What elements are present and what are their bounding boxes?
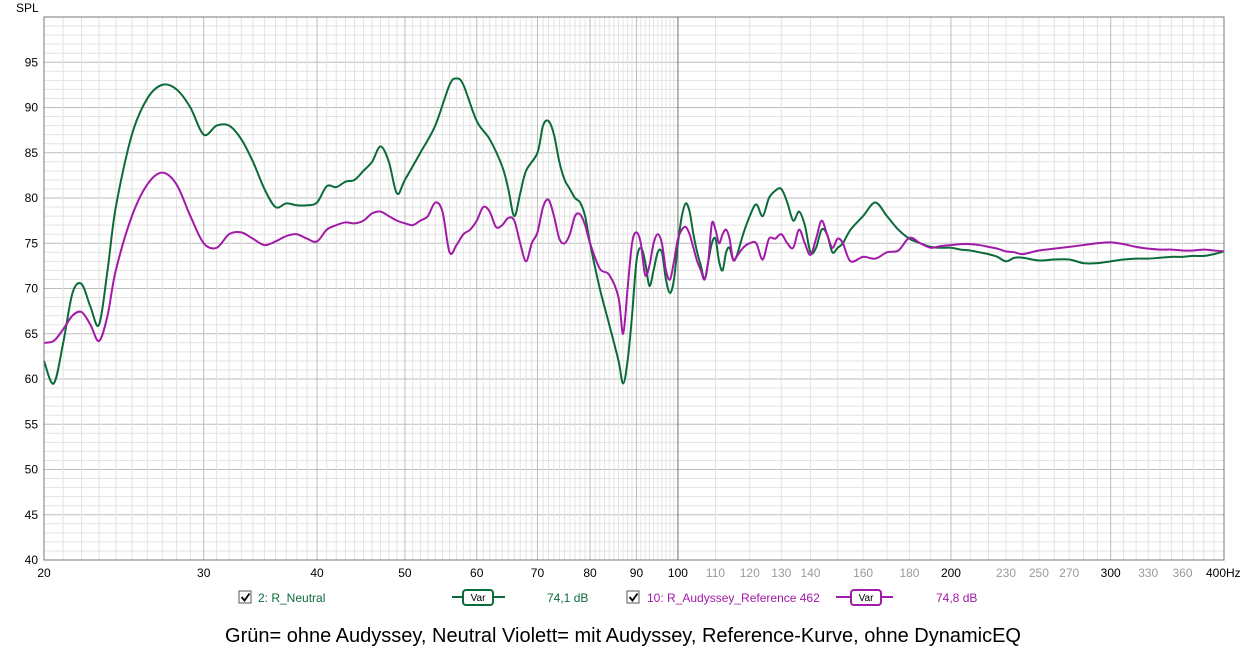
- x-tick-label: 60: [470, 566, 484, 580]
- legend: 2: R_Neutral Var 74,1 dB 10: R_Audyssey_…: [238, 589, 977, 606]
- series-line-2: [43, 171, 1225, 344]
- legend-var-label-1: Var: [471, 593, 486, 604]
- y-tick-label: 45: [25, 508, 39, 522]
- plot-frame: [43, 16, 1225, 561]
- y-axis-label: SPL: [16, 1, 39, 15]
- x-tick-label: 110: [706, 566, 725, 580]
- x-tick-label: 300: [1101, 566, 1121, 580]
- y-tick-label: 85: [25, 146, 39, 160]
- y-tick-label: 75: [25, 236, 39, 250]
- series-line-1: [43, 77, 1225, 385]
- y-axis: 40 45 50 55 60 65 70 75 80 85 90 95: [25, 55, 39, 567]
- legend-name-2: 10: R_Audyssey_Reference 462: [647, 591, 820, 605]
- legend-name-1: 2: R_Neutral: [258, 591, 325, 605]
- legend-var-button-2[interactable]: [850, 589, 882, 606]
- y-tick-label: 80: [25, 191, 39, 205]
- x-tick-label: 160: [853, 566, 873, 580]
- x-tick-label: 270: [1059, 566, 1079, 580]
- legend-var-label-2: Var: [859, 593, 874, 604]
- y-tick-label: 40: [25, 553, 39, 567]
- x-tick-label: 230: [996, 566, 1016, 580]
- x-tick-label: 20: [37, 566, 51, 580]
- x-tick-label: 130: [771, 566, 791, 580]
- legend-item-2[interactable]: 10: R_Audyssey_Reference 462 Var 74,8 dB: [626, 589, 977, 606]
- x-tick-label: 30: [197, 566, 211, 580]
- x-axis-unit: Hz: [1226, 566, 1241, 580]
- caption: Grün= ohne Audyssey, Neutral Violett= mi…: [225, 625, 1021, 647]
- y-tick-label: 70: [25, 282, 39, 296]
- legend-value-2: 74,8 dB: [936, 591, 977, 605]
- grid: [44, 17, 1224, 560]
- check-icon: [628, 592, 639, 602]
- series-group: [43, 77, 1225, 385]
- x-tick-label: 80: [583, 566, 597, 580]
- y-tick-label: 90: [25, 101, 39, 115]
- legend-var-button-1[interactable]: [462, 589, 494, 606]
- x-tick-label: 90: [630, 566, 644, 580]
- legend-value-1: 74,1 dB: [547, 591, 588, 605]
- legend-checkbox-1[interactable]: [238, 590, 252, 604]
- x-tick-label: 400: [1206, 566, 1226, 580]
- x-axis: 20 30 40 50 60 70 80 90 100 110 120 130 140 160 180 200…: [37, 566, 1226, 580]
- x-tick-label: 40: [310, 566, 324, 580]
- x-tick-label: 140: [800, 566, 820, 580]
- legend-item-1[interactable]: 2: R_Neutral Var 74,1 dB: [238, 589, 588, 606]
- y-tick-label: 95: [25, 55, 39, 69]
- x-tick-label: 100: [668, 566, 688, 580]
- x-tick-label: 70: [531, 566, 545, 580]
- x-tick-label: 200: [941, 566, 961, 580]
- x-tick-label: 180: [899, 566, 919, 580]
- y-tick-label: 65: [25, 327, 39, 341]
- x-tick-label: 330: [1138, 566, 1158, 580]
- y-tick-label: 50: [25, 463, 39, 477]
- check-icon: [240, 592, 251, 602]
- x-tick-label: 50: [398, 566, 412, 580]
- x-tick-label: 360: [1172, 566, 1192, 580]
- x-tick-label: 250: [1029, 566, 1049, 580]
- x-tick-label: 120: [740, 566, 760, 580]
- legend-checkbox-2[interactable]: [626, 590, 640, 604]
- y-tick-label: 55: [25, 417, 39, 431]
- y-tick-label: 60: [25, 372, 39, 386]
